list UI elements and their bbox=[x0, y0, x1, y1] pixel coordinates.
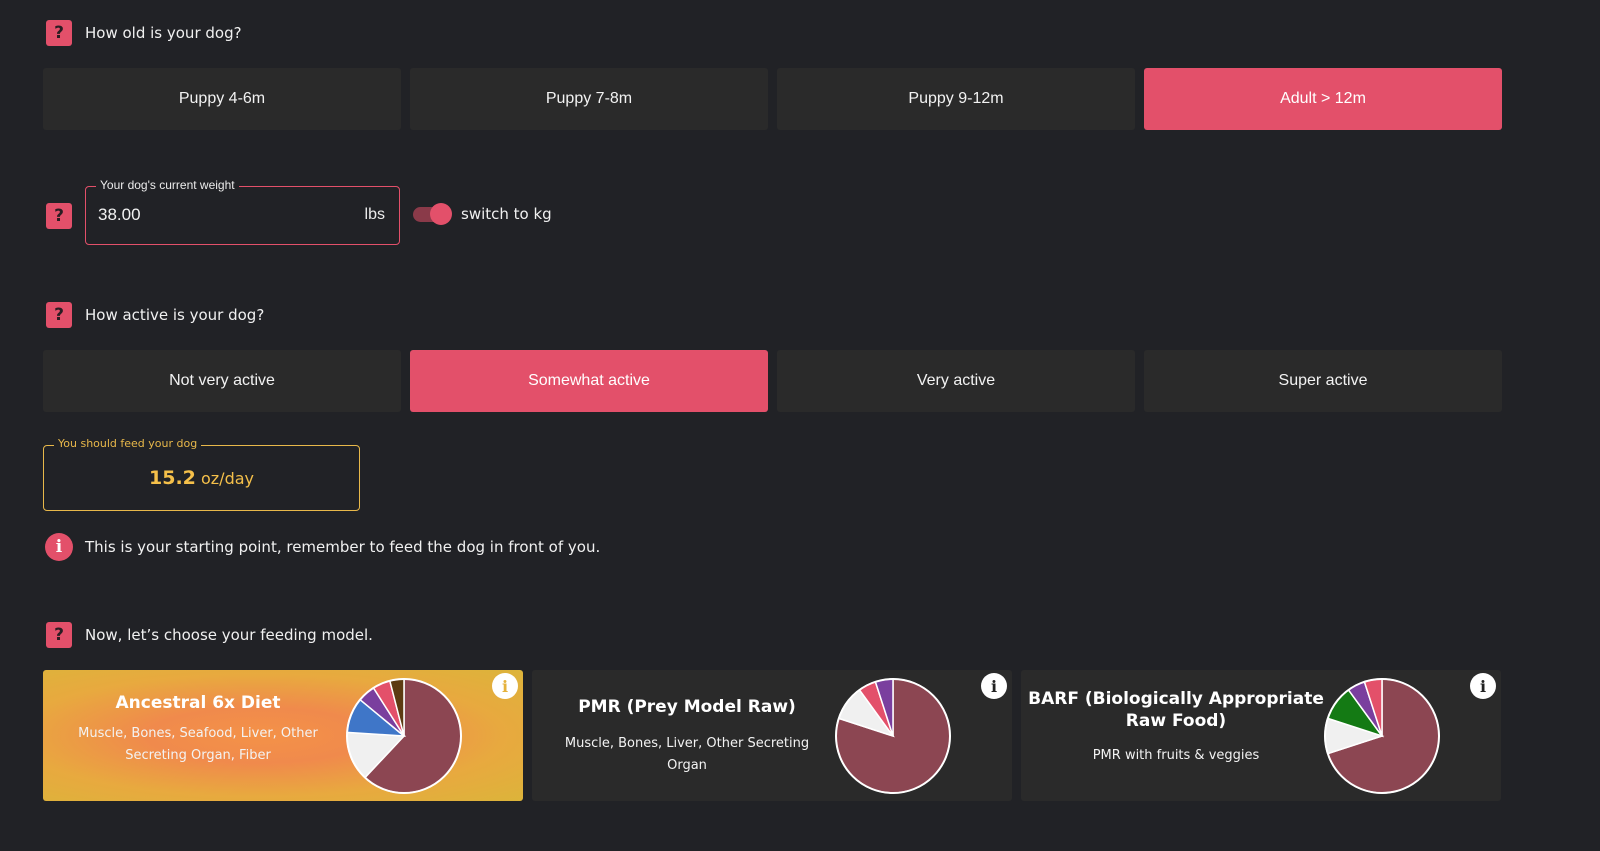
feed-amount: 15.2 bbox=[149, 467, 196, 489]
feeding-model-card-pmr[interactable]: PMR (Prey Model Raw) Muscle, Bones, Live… bbox=[532, 670, 1012, 801]
pie-outline bbox=[1324, 678, 1440, 794]
card-subtitle: PMR with fruits & veggies bbox=[1092, 748, 1260, 763]
card-subtitle: Muscle, Bones, Liver, Other Secreting Or… bbox=[564, 736, 810, 773]
activity-option-not-very-active[interactable]: Not very active bbox=[43, 350, 401, 412]
pmr-diet-pie-chart bbox=[835, 678, 951, 794]
info-icon[interactable]: i bbox=[492, 673, 518, 699]
activity-option-very-active[interactable]: Very active bbox=[777, 350, 1135, 412]
pie-outline bbox=[346, 678, 462, 794]
feeding-model-card-barf[interactable]: BARF (Biologically Appropriate Raw Food)… bbox=[1021, 670, 1501, 801]
activity-option-super-active[interactable]: Super active bbox=[1144, 350, 1502, 412]
weight-input[interactable] bbox=[98, 205, 338, 225]
starting-point-note: This is your starting point, remember to… bbox=[85, 538, 601, 556]
pie-outline bbox=[835, 678, 951, 794]
activity-option-somewhat-active[interactable]: Somewhat active bbox=[410, 350, 768, 412]
unit-toggle-label[interactable]: switch to kg bbox=[461, 205, 552, 223]
help-question-icon[interactable]: ? bbox=[46, 203, 72, 229]
info-icon[interactable]: i bbox=[981, 673, 1007, 699]
info-icon[interactable]: i bbox=[1470, 673, 1496, 699]
feeding-model-question: Now, let’s choose your feeding model. bbox=[85, 626, 373, 644]
unit-toggle-knob[interactable] bbox=[430, 203, 452, 225]
card-title: BARF (Biologically Appropriate Raw Food) bbox=[1028, 689, 1324, 731]
ancestral-diet-pie-chart bbox=[346, 678, 462, 794]
weight-field-label: Your dog's current weight bbox=[96, 178, 239, 192]
card-subtitle: Muscle, Bones, Seafood, Liver, Other Sec… bbox=[78, 726, 318, 763]
help-question-icon[interactable]: ? bbox=[46, 20, 72, 46]
feed-recommendation-value: 15.2 oz/day bbox=[44, 467, 359, 489]
help-question-icon[interactable]: ? bbox=[46, 302, 72, 328]
activity-question: How active is your dog? bbox=[85, 306, 265, 324]
weight-unit: lbs bbox=[364, 206, 385, 223]
age-question: How old is your dog? bbox=[85, 24, 242, 42]
age-option-puppy-7-8m[interactable]: Puppy 7-8m bbox=[410, 68, 768, 130]
card-title: Ancestral 6x Diet bbox=[115, 693, 281, 713]
card-title: PMR (Prey Model Raw) bbox=[578, 697, 796, 717]
info-icon: i bbox=[45, 533, 73, 561]
feed-recommendation-label: You should feed your dog bbox=[54, 437, 202, 450]
age-option-puppy-9-12m[interactable]: Puppy 9-12m bbox=[777, 68, 1135, 130]
age-option-puppy-4-6m[interactable]: Puppy 4-6m bbox=[43, 68, 401, 130]
feed-unit: oz/day bbox=[200, 469, 254, 488]
feed-recommendation-box: You should feed your dog 15.2 oz/day bbox=[43, 437, 360, 511]
weight-field[interactable]: Your dog's current weight lbs bbox=[85, 178, 400, 245]
barf-diet-pie-chart bbox=[1324, 678, 1440, 794]
age-option-adult[interactable]: Adult > 12m bbox=[1144, 68, 1502, 130]
feeding-model-card-ancestral[interactable]: Ancestral 6x Diet Muscle, Bones, Seafood… bbox=[43, 670, 523, 801]
help-question-icon[interactable]: ? bbox=[46, 622, 72, 648]
